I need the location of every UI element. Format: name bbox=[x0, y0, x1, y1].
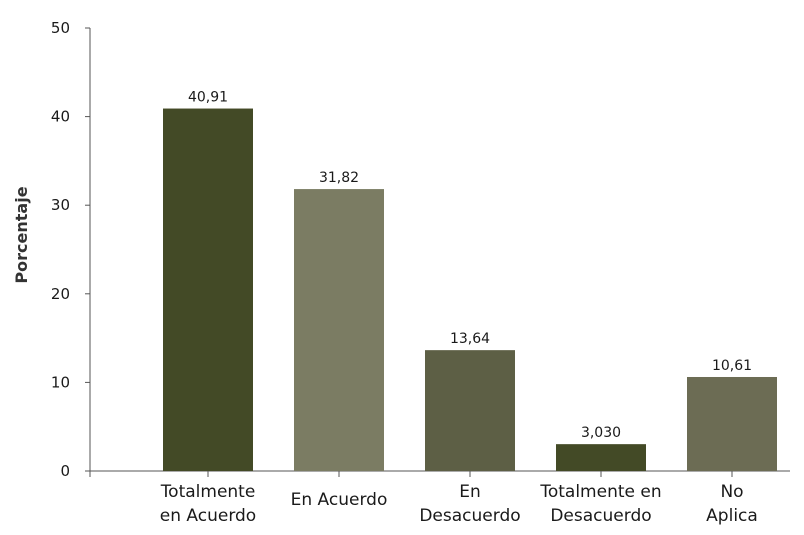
bar bbox=[425, 350, 515, 471]
bar bbox=[687, 376, 777, 471]
data-label: 40,91 bbox=[188, 90, 228, 106]
bar bbox=[556, 444, 646, 471]
y-tick-label: 20 bbox=[51, 285, 70, 303]
y-tick-label: 0 bbox=[60, 462, 70, 480]
data-label: 31,82 bbox=[319, 170, 359, 186]
y-tick-label: 10 bbox=[51, 373, 70, 391]
x-tick-label: Desacuerdo bbox=[550, 506, 651, 526]
y-tick-label: 30 bbox=[51, 196, 70, 214]
x-axis-labels: Totalmente en Acuerdo En Acuerdo En Desacuer… bbox=[89, 471, 758, 526]
x-tick-label: Aplica bbox=[706, 506, 758, 526]
data-label: 13,64 bbox=[450, 331, 490, 347]
x-tick-label: No bbox=[720, 482, 743, 502]
x-tick-label: Totalmente en bbox=[539, 482, 661, 502]
bar bbox=[294, 189, 384, 471]
x-tick-label: En bbox=[459, 482, 481, 502]
data-label: 10,61 bbox=[712, 358, 752, 374]
y-tick-label: 50 bbox=[51, 19, 70, 37]
data-label: 3,030 bbox=[581, 425, 621, 441]
y-tick-label: 40 bbox=[51, 108, 70, 126]
y-axis-ticks: 0 10 20 30 40 50 bbox=[51, 19, 90, 480]
bars-group: 40,91 31,82 13,64 3,030 10,61 bbox=[163, 90, 777, 471]
x-tick-label: En Acuerdo bbox=[291, 490, 388, 510]
y-axis-title: Porcentaje bbox=[12, 186, 31, 283]
x-tick-label: en Acuerdo bbox=[160, 506, 256, 526]
bar bbox=[163, 108, 253, 471]
x-tick-label: Desacuerdo bbox=[419, 506, 520, 526]
x-tick-label: Totalmente bbox=[160, 482, 256, 502]
